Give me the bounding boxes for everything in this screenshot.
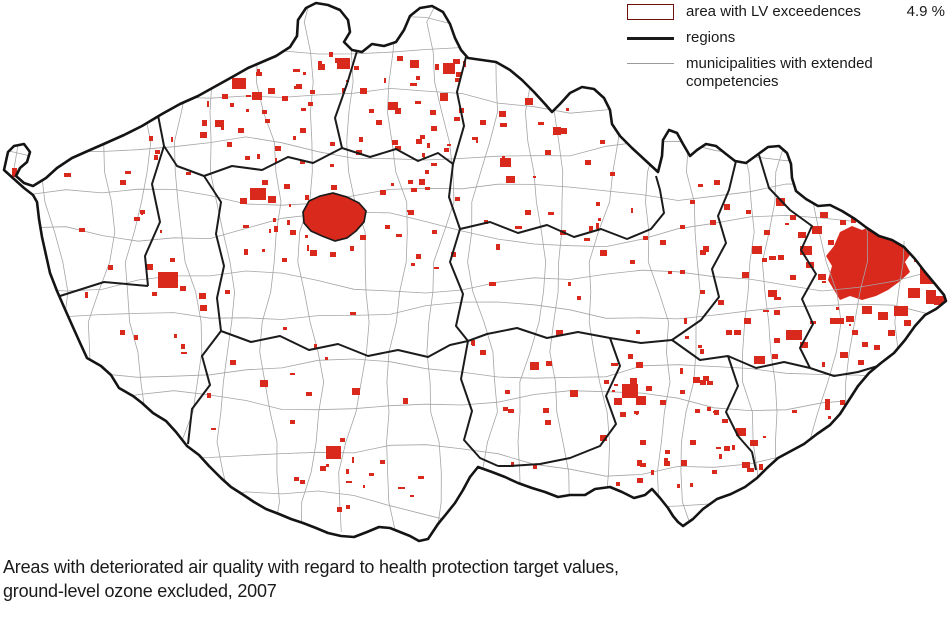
legend-item-regions: regions — [627, 29, 947, 48]
caption-line-2: ground-level ozone excluded, 2007 — [3, 580, 277, 601]
map-caption: Areas with deteriorated air quality with… — [3, 556, 783, 604]
legend-regions-label: regions — [686, 28, 736, 46]
legend-item-exceedance: area with LV exceedences 4.9 % — [627, 3, 947, 22]
legend-exceedance-value: 4.9 % — [906, 3, 945, 20]
map-canvas — [2, 1, 948, 543]
thin-line-icon — [627, 62, 674, 64]
legend-item-municipalities: municipalities with extended competencie… — [627, 55, 947, 93]
map-legend: area with LV exceedences 4.9 % regions m… — [627, 3, 947, 99]
region-boundaries — [59, 50, 879, 471]
caption-line-1: Areas with deteriorated air quality with… — [3, 557, 619, 577]
thick-line-icon — [627, 36, 674, 40]
prague-exceedance-area — [302, 192, 367, 242]
czech-republic-map — [2, 1, 948, 543]
legend-municipalities-label: municipalities with extended competencie… — [686, 54, 873, 91]
legend-exceedance-label: area with LV exceedences — [686, 3, 861, 20]
red-area-swatch-icon — [627, 4, 674, 21]
country-outline — [2, 1, 948, 543]
